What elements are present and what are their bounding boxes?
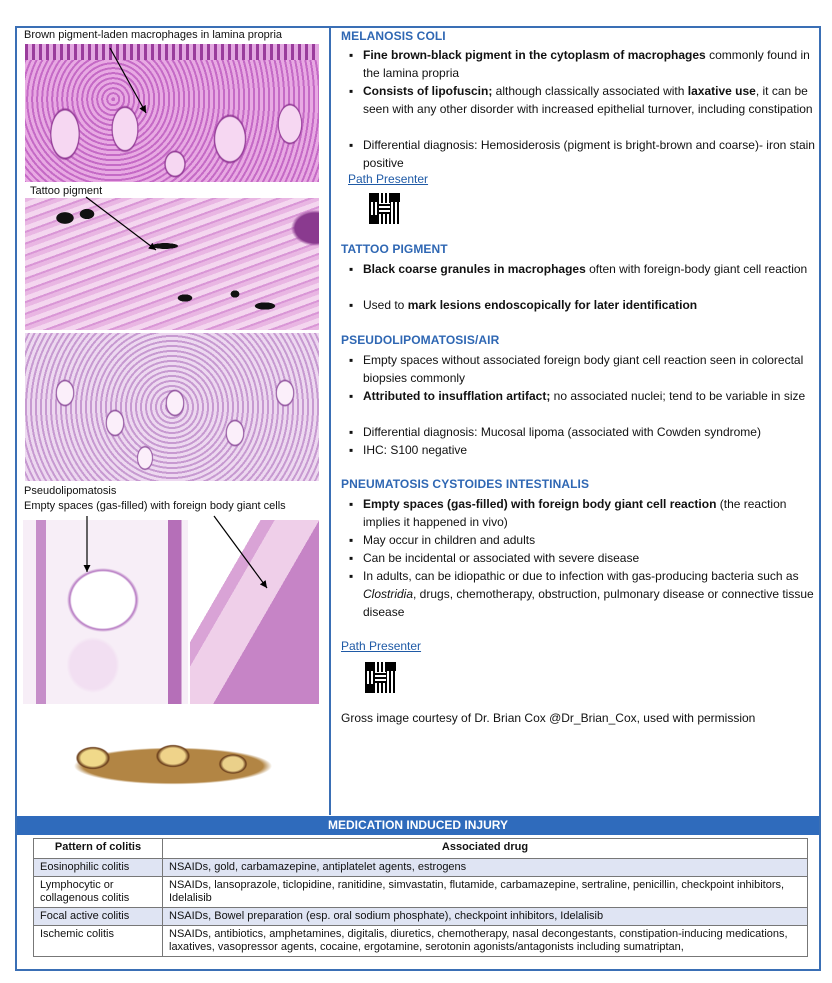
melanosis-bullet-1: Fine brown-black pigment in the cytoplas… xyxy=(349,46,819,82)
melanosis-bullet-2: Consists of lipofuscin; although classic… xyxy=(349,82,819,118)
drug-cell: NSAIDs, lansoprazole, ticlopidine, ranit… xyxy=(162,876,808,908)
heading-pseudolipomatosis: PSEUDOLIPOMATOSIS/AIR xyxy=(341,333,500,347)
tattoo-bullet-1: Black coarse granules in macrophages oft… xyxy=(349,260,819,278)
heading-melanosis: MELANOSIS COLI xyxy=(341,29,446,43)
tattoo-histology-image xyxy=(25,198,319,330)
pneumatosis-bullet-3: Can be incidental or associated with sev… xyxy=(349,549,819,567)
drug-cell: NSAIDs, antibiotics, amphetamines, digit… xyxy=(162,925,808,957)
pneumatosis-highpower-image xyxy=(190,520,319,704)
drug-cell: NSAIDs, Bowel preparation (esp. oral sod… xyxy=(162,907,808,926)
qr-code-icon[interactable] xyxy=(365,662,396,693)
pattern-cell: Lymphocytic or collagenous colitis xyxy=(33,876,163,908)
pneumatosis-lowpower-image xyxy=(23,520,188,704)
path-presenter-link-1[interactable]: Path Presenter xyxy=(348,172,429,186)
caption-melanosis: Brown pigment-laden macrophages in lamin… xyxy=(24,29,283,41)
column-divider xyxy=(329,26,331,815)
heading-pneumatosis: PNEUMATOSIS CYSTOIDES INTESTINALIS xyxy=(341,477,590,491)
column-header-pattern: Pattern of colitis xyxy=(33,838,163,859)
medication-injury-table: Pattern of colitis Associated drug Eosin… xyxy=(33,838,808,957)
pattern-cell: Focal active colitis xyxy=(33,907,163,926)
pseudo-bullet-1: Empty spaces without associated foreign … xyxy=(349,351,819,387)
tattoo-bullet-2: Used to mark lesions endoscopically for … xyxy=(349,296,819,314)
caption-tattoo: Tattoo pigment xyxy=(30,185,103,197)
pattern-cell: Eosinophilic colitis xyxy=(33,858,163,877)
pneumatosis-bullet-2: May occur in children and adults xyxy=(349,531,819,549)
melanosis-bullet-3: Differential diagnosis: Hemosiderosis (p… xyxy=(349,136,819,172)
melanosis-histology-image xyxy=(25,44,319,182)
path-presenter-link-2[interactable]: Path Presenter xyxy=(341,639,422,653)
pseudo-bullet-2: Attributed to insufflation artifact; no … xyxy=(349,387,819,405)
table-row: Lymphocytic or collagenous colitis NSAID… xyxy=(33,876,808,908)
caption-pneumatosis: Empty spaces (gas-filled) with foreign b… xyxy=(24,500,286,512)
table-row: Ischemic colitis NSAIDs, antibiotics, am… xyxy=(33,925,808,957)
image-courtesy-note: Gross image courtesy of Dr. Brian Cox @D… xyxy=(341,711,756,725)
gross-specimen-image xyxy=(23,718,319,810)
column-header-drug: Associated drug xyxy=(162,838,808,859)
arrow-tattoo xyxy=(85,196,157,251)
drug-cell: NSAIDs, gold, carbamazepine, antiplatele… xyxy=(162,858,808,877)
table-title-band: MEDICATION INDUCED INJURY xyxy=(17,816,819,835)
pattern-cell: Ischemic colitis xyxy=(33,925,163,957)
table-row: Eosinophilic colitis NSAIDs, gold, carba… xyxy=(33,858,808,877)
pseudo-bullet-3: Differential diagnosis: Mucosal lipoma (… xyxy=(349,423,819,441)
heading-tattoo: TATTOO PIGMENT xyxy=(341,242,448,256)
arrow-melanosis xyxy=(109,47,147,114)
arrow-pneumatosis xyxy=(213,515,268,589)
pseudolipomatosis-histology-image xyxy=(25,333,319,481)
caption-pseudolipomatosis: Pseudolipomatosis xyxy=(24,485,117,497)
pseudo-bullet-4: IHC: S100 negative xyxy=(349,441,819,459)
table-row: Focal active colitis NSAIDs, Bowel prepa… xyxy=(33,907,808,926)
qr-code-icon[interactable] xyxy=(369,193,400,224)
page-frame xyxy=(15,26,821,971)
pneumatosis-bullet-1: Empty spaces (gas-filled) with foreign b… xyxy=(349,495,819,531)
pneumatosis-bullet-4: In adults, can be idiopathic or due to i… xyxy=(349,567,819,621)
